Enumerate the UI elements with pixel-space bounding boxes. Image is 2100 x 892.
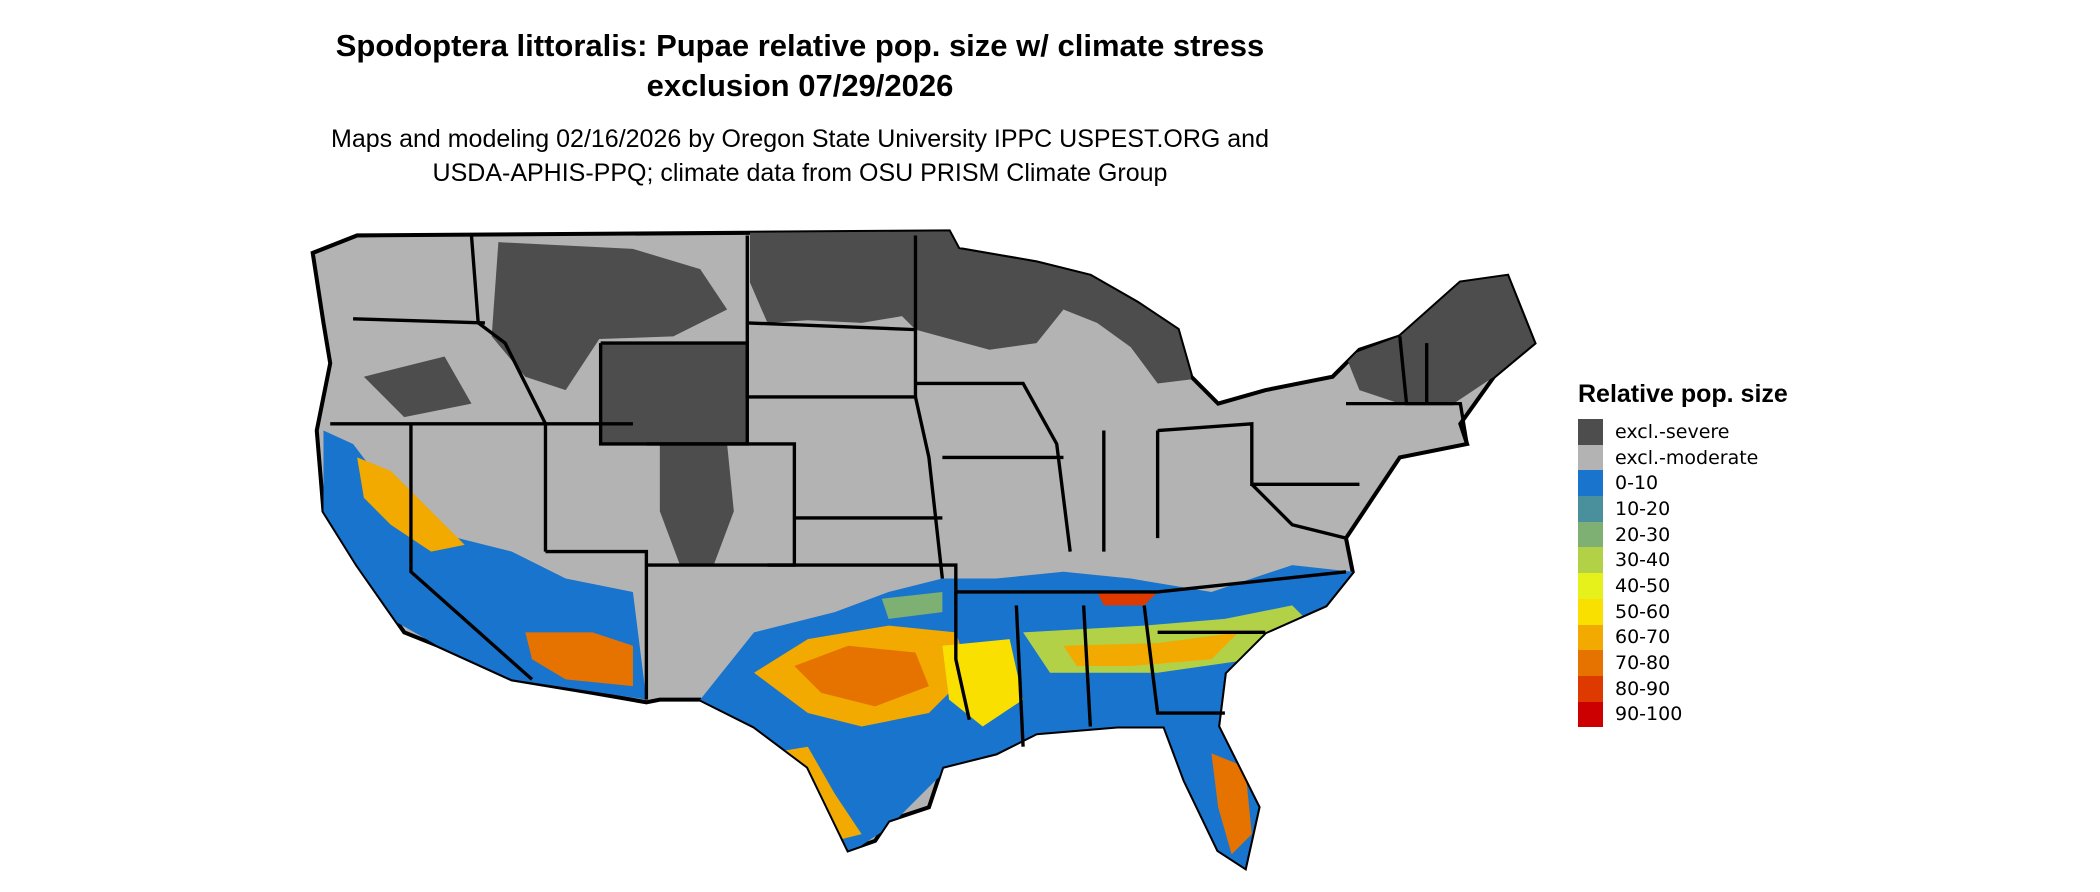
- legend-swatch: [1578, 496, 1603, 522]
- severe-zone-north-plains: [749, 231, 1192, 384]
- legend-item: 10-20: [1578, 496, 1788, 522]
- legend-item: 60-70: [1578, 624, 1788, 651]
- legend-swatch: [1578, 650, 1603, 676]
- legend-label: 80-90: [1615, 677, 1671, 700]
- legend-items: excl.-severe excl.-moderate 0-10 10-20 20-30…: [1578, 419, 1788, 728]
- legend-label: 60-70: [1615, 626, 1671, 649]
- legend-swatch: [1578, 444, 1603, 471]
- severe-zone-colorado: [659, 443, 734, 566]
- legend-swatch: [1578, 419, 1603, 445]
- state-borders: [330, 235, 1469, 747]
- legend-label: 40-50: [1615, 574, 1671, 597]
- legend-swatch: [1578, 701, 1603, 728]
- legend: Relative pop. size excl.-severe excl.-mod…: [1578, 380, 1788, 728]
- severe-zone-northeast: [1345, 275, 1535, 404]
- severe-zone-wyoming: [600, 343, 748, 444]
- legend-item: 90-100: [1578, 701, 1788, 728]
- legend-label: 0-10: [1615, 472, 1659, 495]
- legend-item: 50-60: [1578, 598, 1788, 625]
- map-subtitle-line2: USDA-APHIS-PPQ; climate data from OSU PR…: [432, 159, 1168, 187]
- map-title-line1: Spodoptera littoralis: Pupae relative po…: [335, 28, 1265, 63]
- legend-label: 30-40: [1615, 549, 1671, 572]
- legend-item: 70-80: [1578, 650, 1788, 676]
- legend-item: excl.-moderate: [1578, 444, 1788, 471]
- legend-title: Relative pop. size: [1578, 380, 1788, 408]
- legend-swatch: [1578, 573, 1603, 599]
- legend-swatch: [1578, 598, 1603, 625]
- legend-label: 50-60: [1615, 600, 1671, 623]
- legend-item: 40-50: [1578, 573, 1788, 599]
- legend-item: 80-90: [1578, 675, 1788, 702]
- map-title-line2: exclusion 07/29/2026: [646, 68, 954, 103]
- legend-label: 70-80: [1615, 652, 1671, 675]
- legend-label: excl.-severe: [1615, 420, 1730, 443]
- legend-label: 10-20: [1615, 497, 1671, 520]
- map-subtitle-line1: Maps and modeling 02/16/2026 by Oregon S…: [331, 125, 1269, 153]
- legend-swatch: [1578, 624, 1603, 651]
- legend-item: 0-10: [1578, 470, 1788, 497]
- legend-label: excl.-moderate: [1615, 446, 1759, 469]
- legend-swatch: [1578, 470, 1603, 497]
- legend-item: excl.-severe: [1578, 419, 1788, 445]
- legend-label: 20-30: [1615, 523, 1671, 546]
- legend-item: 30-40: [1578, 547, 1788, 574]
- legend-item: 20-30: [1578, 521, 1788, 548]
- legend-swatch: [1578, 675, 1603, 702]
- legend-swatch: [1578, 521, 1603, 548]
- legend-label: 90-100: [1615, 703, 1683, 726]
- severe-zone-oregon: [363, 356, 472, 418]
- severe-zone-idaho-montana: [491, 242, 728, 391]
- legend-swatch: [1578, 547, 1603, 574]
